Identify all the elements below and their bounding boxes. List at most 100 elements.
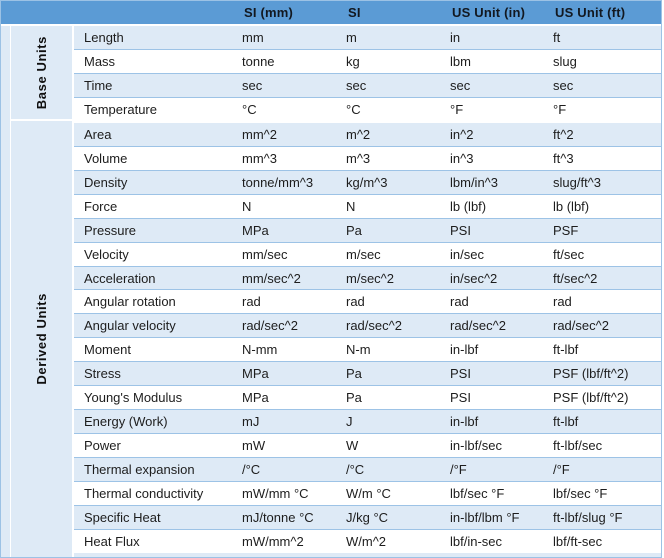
table-row: Length mm m in ft: [74, 26, 661, 49]
si-mm-value: mJ/tonne °C: [242, 510, 314, 526]
us-in-value: in-lbf/sec: [450, 438, 503, 454]
us-in-value: lbm: [450, 53, 471, 69]
si-value: Pa: [346, 390, 362, 406]
table-row: Power mW W in-lbf/sec ft-lbf/sec: [74, 433, 661, 458]
quantity-label: Thermal expansion: [84, 462, 195, 478]
us-in-value: in/sec^2: [450, 270, 498, 286]
si-mm-value: N: [242, 198, 252, 214]
quantity-label: Force: [84, 198, 118, 214]
si-mm-value: mW/mm °C: [242, 486, 309, 502]
table-row: Time sec sec sec sec: [74, 72, 661, 97]
us-in-value: lbf/sec °F: [450, 486, 505, 502]
si-value: W: [346, 438, 359, 454]
us-ft-value: lb (lbf): [553, 198, 590, 214]
group-cell-derived-units: Derived Units: [11, 121, 72, 557]
quantity-label: Heat Flux: [84, 533, 140, 549]
us-ft-value: rad/sec^2: [553, 318, 609, 334]
us-in-value: /°F: [450, 462, 467, 478]
us-ft-value: lbf/sec °F: [553, 486, 608, 502]
us-ft-value: °F: [553, 101, 567, 117]
si-value: N-m: [346, 342, 371, 358]
table-row: Thermal expansion /°C /°C /°F /°F: [74, 457, 661, 482]
si-value: W/m °C: [346, 486, 391, 502]
table-row: Density tonne/mm^3 kg/m^3 lbm/in^3 slug/…: [74, 169, 661, 194]
quantity-label: Area: [84, 126, 112, 142]
si-mm-value: MPa: [242, 222, 269, 238]
table-body: Base Units Derived Units Length mm m in …: [1, 26, 661, 557]
group-label-derived-units: Derived Units: [34, 293, 49, 385]
us-ft-value: /°F: [553, 462, 570, 478]
si-value: N: [346, 198, 356, 214]
si-value: °C: [346, 101, 361, 117]
table-row: Moment N-mm N-m in-lbf ft-lbf: [74, 337, 661, 362]
si-mm-value: mm/sec: [242, 246, 288, 262]
table-row: Specific Heat mJ/tonne °C J/kg °C in-lbf…: [74, 505, 661, 530]
si-value: rad: [346, 294, 365, 310]
us-in-value: sec: [450, 77, 471, 93]
quantity-label: Angular rotation: [84, 294, 176, 310]
si-mm-value: MPa: [242, 366, 269, 382]
table-row: Temperature °C °C °F °F: [74, 96, 661, 121]
table-header-row: SI (mm) SI US Unit (in) US Unit (ft): [1, 1, 661, 26]
quantity-label: Temperature: [84, 101, 157, 117]
si-value: m^3: [346, 150, 371, 166]
us-ft-value: PSF (lbf/ft^2): [553, 390, 629, 406]
quantity-label: Energy (Work): [84, 414, 168, 430]
us-ft-value: PSF: [553, 222, 579, 238]
si-value: sec: [346, 77, 367, 93]
quantity-label: Pressure: [84, 222, 137, 238]
quantity-label: Density: [84, 174, 128, 190]
si-mm-value: mm/sec^2: [242, 270, 301, 286]
si-mm-value: N-mm: [242, 342, 278, 358]
us-ft-value: ft-lbf: [553, 342, 579, 358]
us-in-value: in/sec: [450, 246, 484, 262]
group-column: Base Units Derived Units: [11, 26, 74, 557]
us-in-value: rad/sec^2: [450, 318, 506, 334]
table-row: Pressure MPa Pa PSI PSF: [74, 217, 661, 242]
header-us-ft: US Unit (ft): [555, 5, 626, 20]
us-in-value: in^3: [450, 150, 474, 166]
us-ft-value: ft/sec^2: [553, 270, 598, 286]
quantity-label: Power: [84, 438, 121, 454]
us-in-value: °F: [450, 101, 464, 117]
si-value: J/kg °C: [346, 510, 389, 526]
header-us-in: US Unit (in): [452, 5, 526, 20]
quantity-label: Time: [84, 77, 113, 93]
us-ft-value: ft^3: [553, 150, 574, 166]
table-row: Angular velocity rad/sec^2 rad/sec^2 rad…: [74, 313, 661, 338]
table-row: Heat Flux mW/mm^2 W/m^2 lbf/in-sec lbf/f…: [74, 529, 661, 553]
si-mm-value: mW/mm^2: [242, 533, 304, 549]
si-value: Pa: [346, 222, 362, 238]
si-mm-value: mJ: [242, 414, 260, 430]
si-mm-value: /°C: [242, 462, 261, 478]
table-row: Force N N lb (lbf) lb (lbf): [74, 193, 661, 218]
us-in-value: lb (lbf): [450, 198, 487, 214]
us-ft-value: ft/sec: [553, 246, 585, 262]
us-ft-value: slug/ft^3: [553, 174, 602, 190]
table-row: Energy (Work) mJ J in-lbf ft-lbf: [74, 409, 661, 434]
us-ft-value: ft-lbf/sec: [553, 438, 603, 454]
us-ft-value: ft^2: [553, 126, 574, 142]
si-mm-value: rad: [242, 294, 261, 310]
si-mm-value: tonne/mm^3: [242, 174, 314, 190]
us-ft-value: ft-lbf/slug °F: [553, 510, 623, 526]
us-in-value: in-lbf: [450, 342, 479, 358]
si-value: W/m^2: [346, 533, 387, 549]
table-row: Stress MPa Pa PSI PSF (lbf/ft^2): [74, 361, 661, 386]
si-mm-value: MPa: [242, 390, 269, 406]
si-value: kg: [346, 53, 360, 69]
us-in-value: PSI: [450, 222, 471, 238]
us-ft-value: lbf/ft-sec: [553, 533, 603, 549]
si-mm-value: mm^2: [242, 126, 277, 142]
si-value: m: [346, 29, 357, 45]
quantity-label: Volume: [84, 150, 128, 166]
header-si-mm: SI (mm): [244, 5, 294, 20]
us-in-value: in-lbf: [450, 414, 479, 430]
si-mm-value: sec: [242, 77, 263, 93]
si-mm-value: mW: [242, 438, 266, 454]
table-left-margin: [1, 26, 11, 557]
us-ft-value: rad: [553, 294, 572, 310]
si-value: m/sec^2: [346, 270, 395, 286]
quantity-label: Stress: [84, 366, 121, 382]
